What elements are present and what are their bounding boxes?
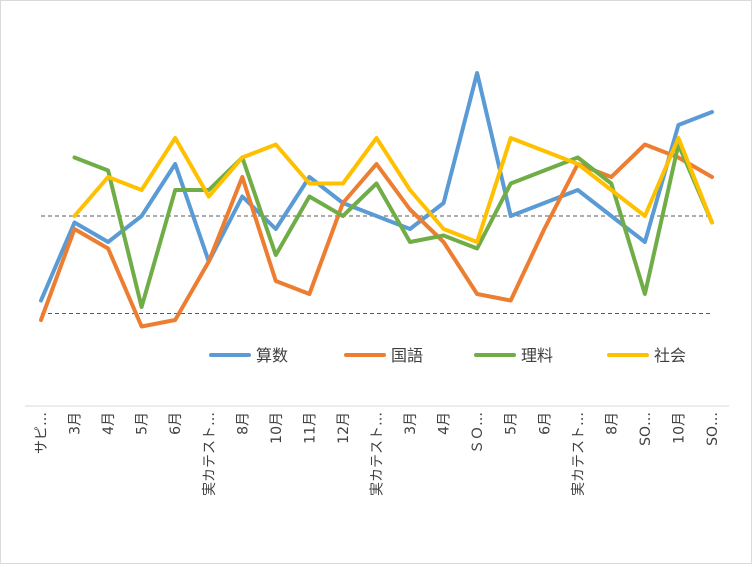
x-tick-label: 12月 xyxy=(336,412,352,444)
x-tick-label: 10月 xyxy=(269,412,285,444)
legend-label: 理料 xyxy=(521,346,553,365)
x-tick-label: 実カテスト… xyxy=(370,412,386,496)
legend-label: 国語 xyxy=(391,346,423,365)
series-line-4 xyxy=(72,136,714,244)
x-tick-label: 4月 xyxy=(437,412,453,435)
legend-label: 算数 xyxy=(256,346,288,365)
legend: 算数 国語 理料 社会 xyxy=(209,346,686,365)
x-tick-label: 6月 xyxy=(537,412,553,435)
series-lines xyxy=(39,71,714,329)
x-tick-label: 8月 xyxy=(235,412,251,435)
x-tick-label: 5月 xyxy=(135,412,151,435)
x-axis: サピ… 3月 4月 5月 6月 実カテスト… 8月 10月 11月 12月 実カテスト… 3月 4月 ＳＯ… xyxy=(25,405,729,496)
series-line-3 xyxy=(72,142,714,309)
x-tick-label: 6月 xyxy=(168,412,184,435)
x-tick-label: サピ… xyxy=(34,412,50,454)
x-tick-label: ＳＯ… xyxy=(470,412,486,454)
x-tick-label: SO… xyxy=(638,412,654,446)
x-tick-label: 10月 xyxy=(671,412,687,444)
x-tick-label: 11月 xyxy=(302,412,318,444)
series-line-1 xyxy=(39,71,714,303)
x-tick-label: 実カテスト… xyxy=(202,412,218,496)
legend-label: 社会 xyxy=(654,346,686,365)
x-tick-label: 3月 xyxy=(403,412,419,435)
x-tick-label: 5月 xyxy=(504,412,520,435)
x-tick-label: 8月 xyxy=(604,412,620,435)
x-tick-label: 実カテスト… xyxy=(571,412,587,496)
x-tick-label: 3月 xyxy=(68,412,84,435)
x-tick-label: 4月 xyxy=(101,412,117,435)
x-tick-label: SO… xyxy=(705,412,721,446)
